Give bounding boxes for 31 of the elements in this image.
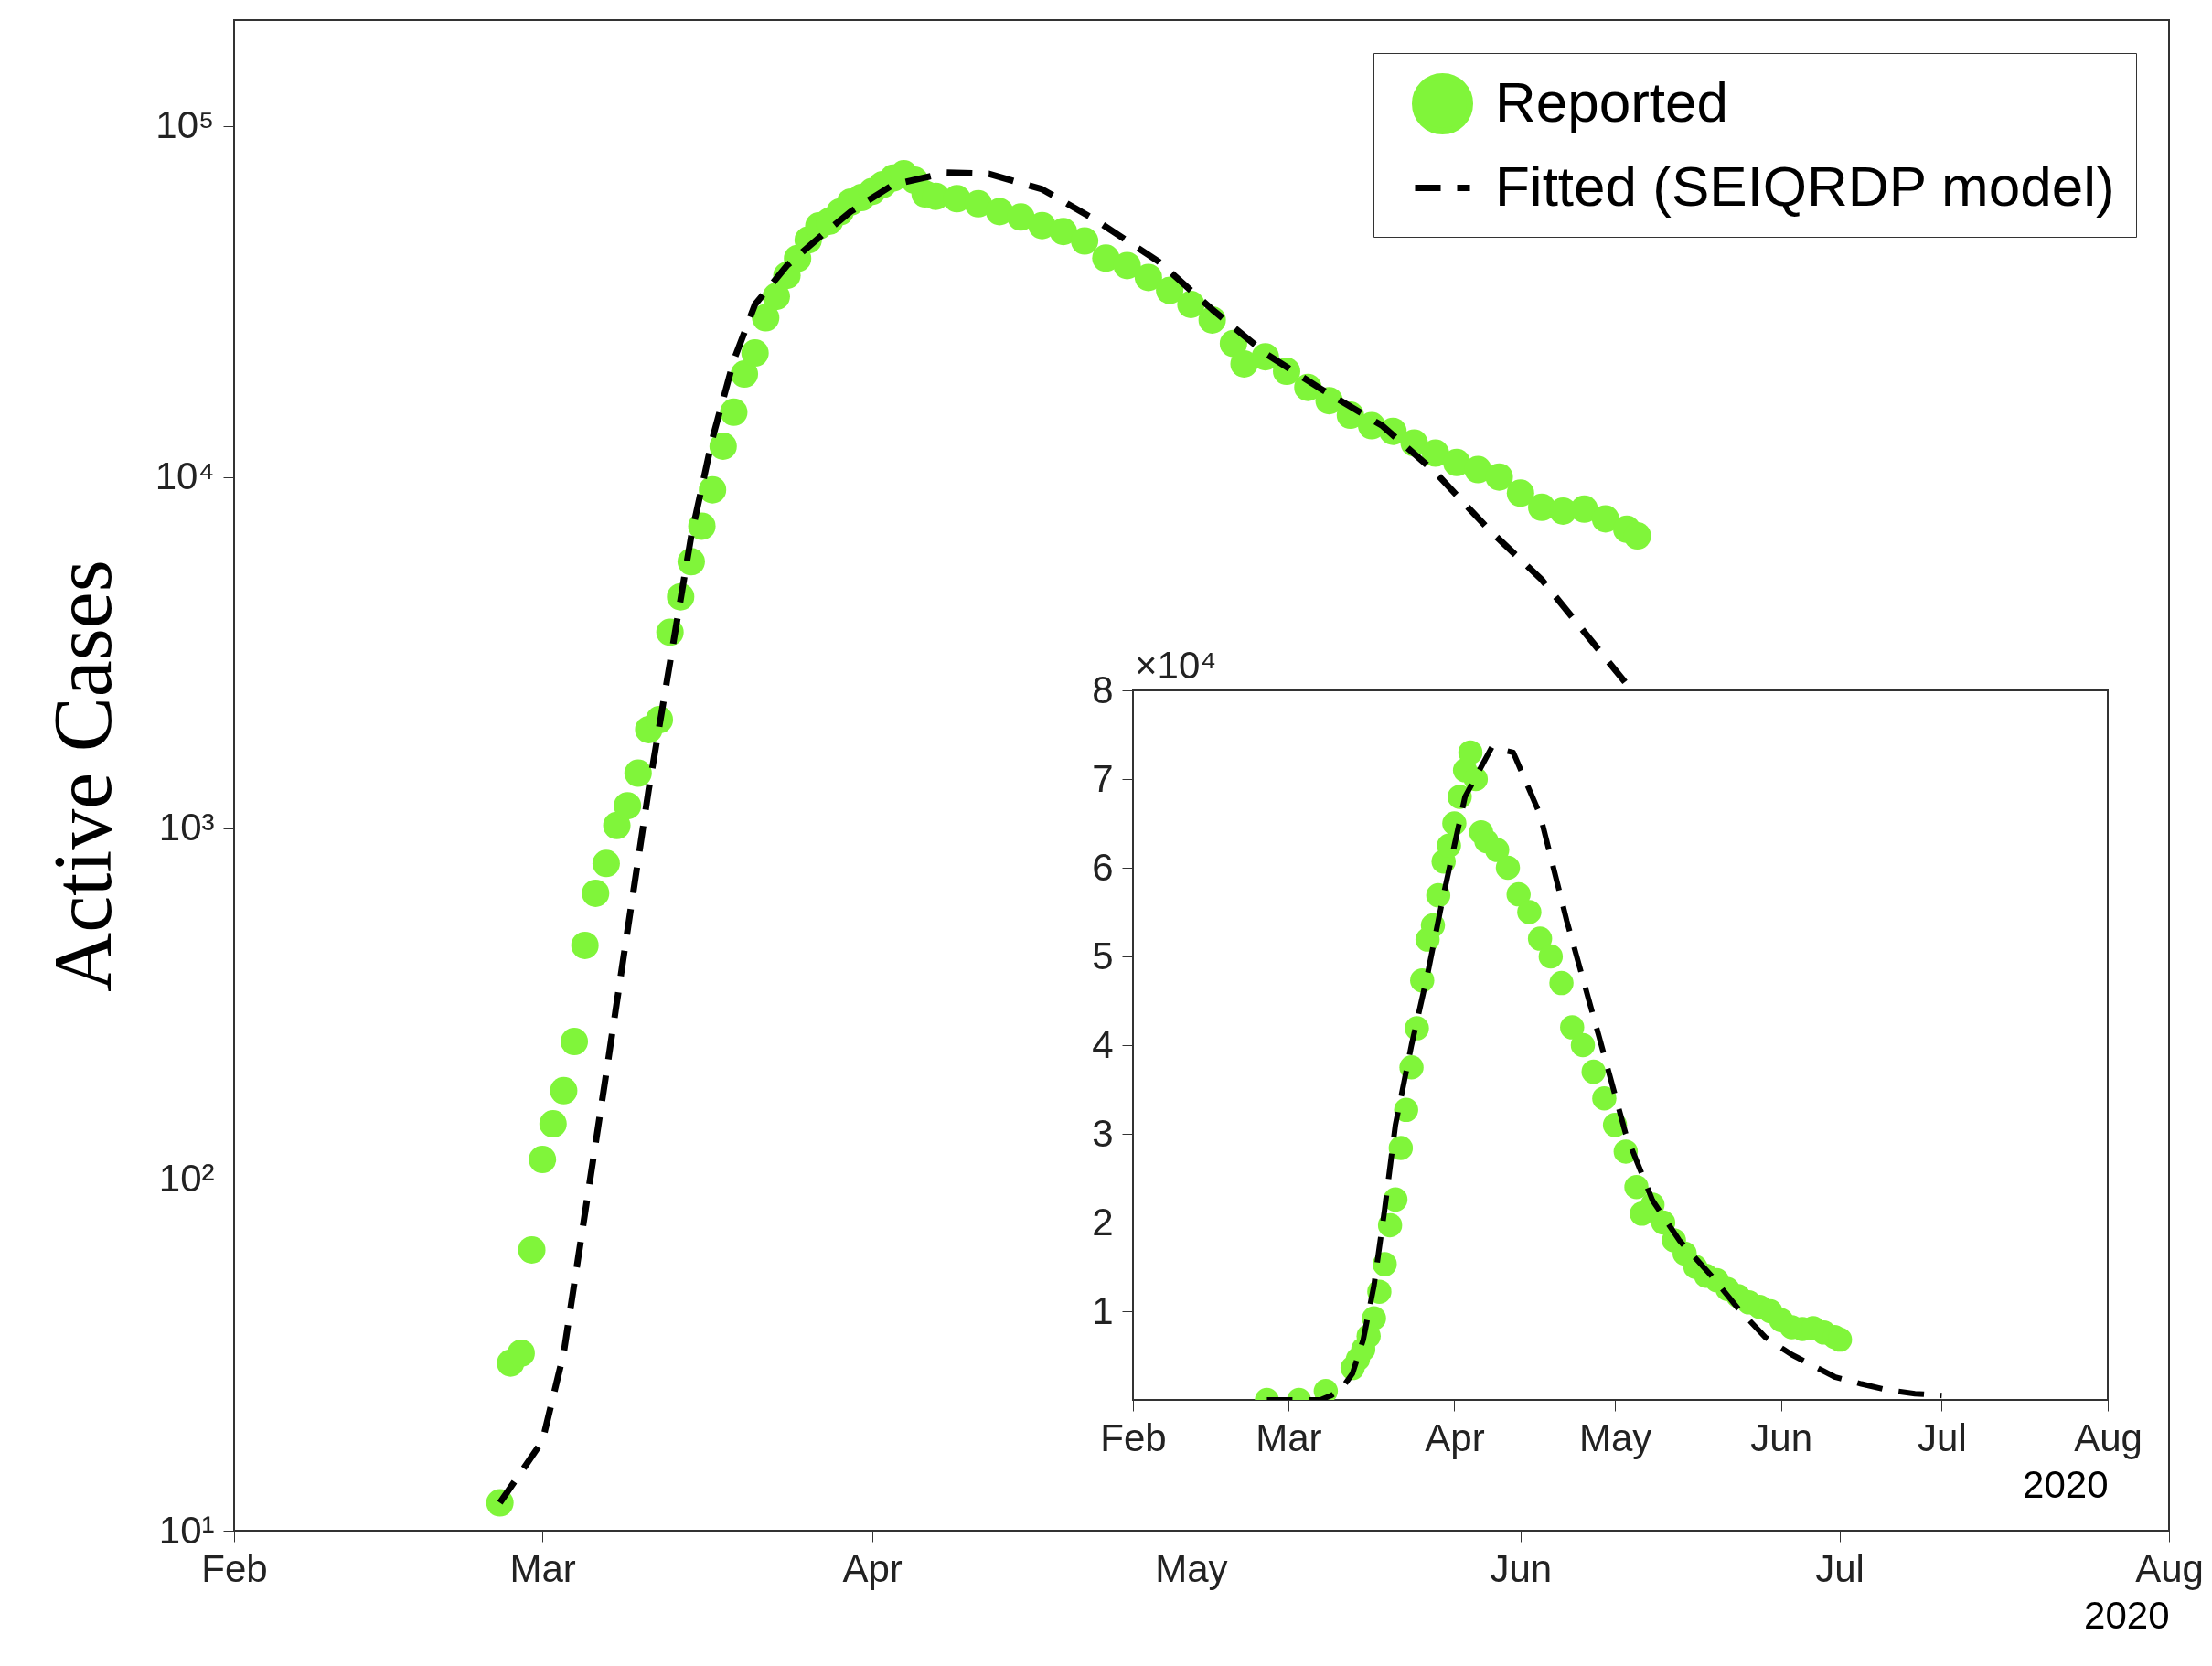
x-tick-label: Jul bbox=[1918, 1415, 1967, 1459]
y-tick-label: 3 bbox=[1092, 1111, 1114, 1155]
y-tick-label: 6 bbox=[1092, 845, 1114, 889]
y-tick-label: 1 bbox=[1092, 1288, 1114, 1332]
y-tick-label: 10⁴ bbox=[155, 454, 215, 498]
y-tick-label: 4 bbox=[1092, 1022, 1114, 1066]
x-axis-title: 2020 bbox=[2023, 1462, 2109, 1506]
annotation: ×10⁴ bbox=[1135, 644, 1217, 687]
x-tick-label: Apr bbox=[842, 1546, 903, 1590]
x-tick-label: Feb bbox=[1100, 1415, 1167, 1459]
y-tick-label: 5 bbox=[1092, 934, 1114, 977]
x-tick-label: Jul bbox=[1815, 1546, 1865, 1590]
y-tick-label: 8 bbox=[1092, 667, 1114, 711]
y-axis-title: Active Cases bbox=[37, 560, 128, 992]
x-tick-label: Jun bbox=[1750, 1415, 1813, 1459]
x-tick-label: Mar bbox=[1256, 1415, 1322, 1459]
y-tick-label: 7 bbox=[1092, 756, 1114, 800]
x-tick-label: Jun bbox=[1490, 1546, 1553, 1590]
legend-label: Fitted (SEIQRDP model) bbox=[1495, 154, 2115, 218]
x-tick-label: May bbox=[1578, 1415, 1652, 1459]
x-tick-label: Aug bbox=[2135, 1546, 2204, 1590]
x-tick-label: Aug bbox=[2074, 1415, 2143, 1459]
y-tick-label: 10² bbox=[158, 1157, 215, 1201]
x-tick-label: Mar bbox=[509, 1546, 576, 1590]
x-tick-label: May bbox=[1155, 1546, 1228, 1590]
x-axis-title: 2020 bbox=[2084, 1593, 2170, 1637]
y-tick-label: 2 bbox=[1092, 1200, 1114, 1244]
y-tick-label: 10³ bbox=[158, 806, 215, 849]
y-tick-label: 10⁵ bbox=[155, 103, 215, 147]
x-tick-label: Apr bbox=[1425, 1415, 1485, 1459]
legend-label: Reported bbox=[1495, 69, 1729, 133]
